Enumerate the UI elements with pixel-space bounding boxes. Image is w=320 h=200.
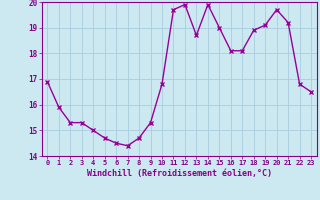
X-axis label: Windchill (Refroidissement éolien,°C): Windchill (Refroidissement éolien,°C) (87, 169, 272, 178)
